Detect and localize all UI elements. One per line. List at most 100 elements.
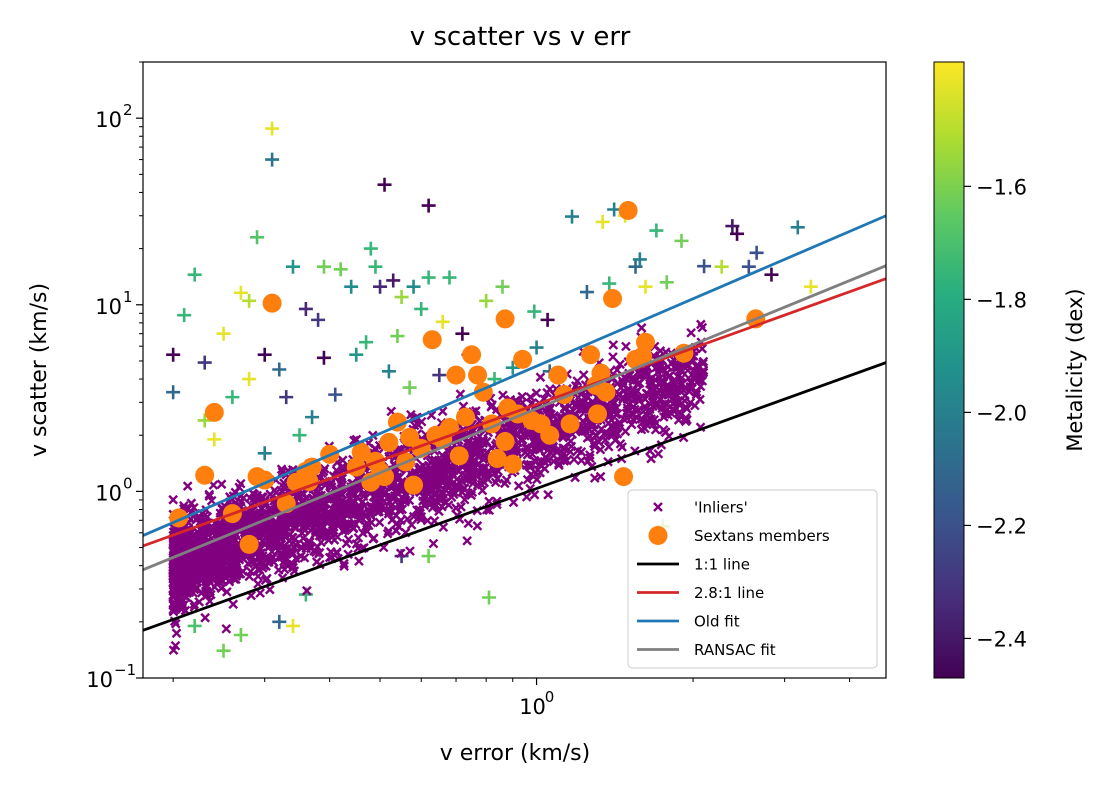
inlier-point <box>427 502 438 513</box>
inlier-point <box>290 539 301 550</box>
outlier-point <box>479 293 494 308</box>
colorbar-ticks: −2.4 −2.2 −2.0 −1.8 −1.6 <box>964 175 1027 651</box>
outlier-point <box>602 276 617 291</box>
outlier-point <box>344 279 359 294</box>
outlier-point <box>250 230 265 245</box>
member-point <box>195 465 215 485</box>
inlier-point <box>529 455 540 466</box>
inlier-point <box>451 503 461 513</box>
inlier-point <box>636 323 647 333</box>
member-point <box>351 442 371 462</box>
inlier-point <box>449 482 460 493</box>
outlier-point <box>363 241 378 256</box>
member-point <box>487 449 507 469</box>
inlier-point <box>546 409 556 420</box>
inlier-point <box>383 509 394 519</box>
inlier-point <box>647 397 658 407</box>
inlier-point <box>326 528 336 539</box>
outlier-point <box>764 267 779 282</box>
inlier-point <box>626 419 637 430</box>
outlier-point <box>730 226 745 241</box>
inlier-point <box>549 418 560 429</box>
outlier-point <box>565 209 580 224</box>
x-tick-label: 10 <box>519 695 546 719</box>
outlier-point <box>177 308 192 323</box>
inlier-point <box>227 534 238 545</box>
inlier-point <box>393 484 404 494</box>
inlier-point <box>589 473 600 483</box>
legend-item-ransac: RANSAC fit <box>694 641 776 659</box>
outlier-point <box>242 372 257 387</box>
inlier-point <box>338 506 349 516</box>
outlier-point <box>285 259 300 274</box>
inlier-point <box>472 521 483 531</box>
outlier-point <box>207 432 222 447</box>
inlier-point <box>468 478 478 489</box>
inlier-point <box>206 589 216 600</box>
outlier-point <box>187 618 202 633</box>
member-point <box>299 471 319 491</box>
inlier-point <box>170 640 181 651</box>
outlier-point <box>272 362 287 377</box>
inlier-point <box>445 474 456 485</box>
inlier-point <box>441 454 452 464</box>
member-point <box>495 432 515 452</box>
inlier-point <box>189 599 200 610</box>
outlier-point <box>316 350 331 365</box>
outlier-point <box>373 279 388 294</box>
inlier-point <box>366 517 377 528</box>
inlier-point <box>244 571 255 582</box>
outlier-point <box>298 301 313 316</box>
outlier-point <box>674 233 689 248</box>
member-point <box>560 414 580 434</box>
inlier-point <box>346 489 357 500</box>
inlier-point <box>310 528 321 539</box>
outlier-point <box>216 326 231 341</box>
inlier-point <box>522 428 533 439</box>
inlier-point <box>680 416 691 427</box>
inlier-point <box>228 599 239 610</box>
member-point <box>446 365 466 385</box>
inlier-point <box>229 574 240 584</box>
inlier-point <box>421 483 432 493</box>
inlier-point <box>638 367 649 378</box>
inlier-point <box>431 479 441 490</box>
inlier-point <box>653 388 664 399</box>
legend-item-one-to-one: 1:1 line <box>694 556 750 574</box>
inlier-point <box>539 456 550 467</box>
outlier-point <box>421 270 436 285</box>
inlier-point <box>337 489 348 500</box>
inlier-point <box>168 494 179 505</box>
inlier-point <box>271 522 281 532</box>
inlier-point <box>697 322 708 333</box>
outlier-point <box>638 279 653 294</box>
outlier-point <box>495 279 510 294</box>
inlier-point <box>578 416 588 426</box>
colorbar-tick-label: −2.2 <box>976 514 1027 538</box>
ratio-2-8-line <box>143 277 886 548</box>
outlier-point <box>414 301 429 316</box>
inlier-point <box>287 532 297 543</box>
inlier-point <box>379 496 389 507</box>
inlier-point <box>291 553 301 564</box>
plot-area <box>143 121 886 658</box>
member-point <box>422 330 442 350</box>
inlier-point <box>525 461 536 472</box>
inlier-point <box>578 398 589 408</box>
inlier-point <box>498 390 508 401</box>
inlier-point <box>332 547 342 557</box>
inlier-point <box>572 376 583 386</box>
inlier-point <box>207 567 217 577</box>
inlier-point <box>173 540 184 550</box>
inlier-point <box>693 363 704 373</box>
inlier-point <box>173 556 183 567</box>
outlier-point <box>166 347 181 362</box>
inlier-point <box>282 559 292 570</box>
member-point <box>503 454 523 474</box>
colorbar-frame <box>933 61 965 679</box>
inlier-point <box>396 515 406 526</box>
inlier-point <box>636 424 647 435</box>
inlier-point <box>391 525 401 536</box>
inlier-point <box>336 499 347 509</box>
